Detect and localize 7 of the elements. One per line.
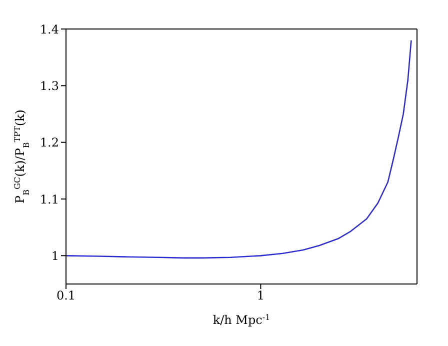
x-tick-label: 0.1: [56, 288, 76, 303]
y-tick-label: 1.4: [40, 22, 60, 36]
x-axis-title: k/h Mpc$^{-1}$: [212, 312, 270, 327]
y-tick-label: 1.2: [40, 136, 59, 150]
y-tick-label: 1.1: [40, 192, 59, 206]
y-tick-label: 1.3: [40, 78, 59, 93]
y-tick-label: 1: [51, 248, 59, 263]
